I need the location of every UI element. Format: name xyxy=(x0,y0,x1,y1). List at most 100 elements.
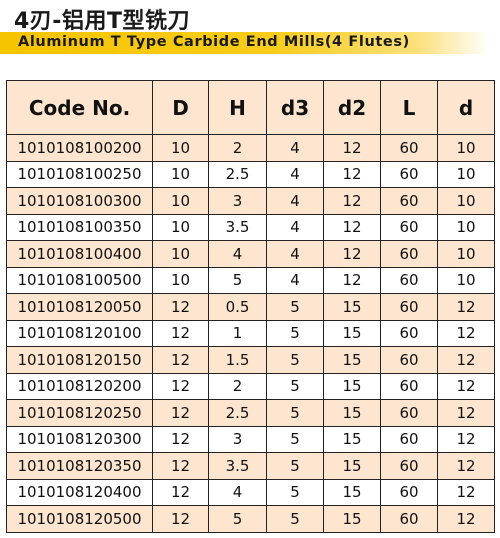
cell-d: 10 xyxy=(437,187,495,215)
cell-code: 1010108120400 xyxy=(6,478,153,506)
cell-d2: 12 xyxy=(323,266,381,294)
cell-d: 12 xyxy=(437,293,495,321)
cell-H: 5 xyxy=(208,266,267,294)
cell-d3: 4 xyxy=(266,240,324,268)
cell-H: 1.5 xyxy=(208,346,267,374)
table-row: 1010108100400 10 4 4 12 60 10 xyxy=(6,240,495,268)
cell-d: 12 xyxy=(437,505,495,533)
cell-L: 60 xyxy=(380,452,438,480)
cell-d3: 5 xyxy=(266,293,324,321)
cell-L: 60 xyxy=(380,478,438,506)
cell-d3: 5 xyxy=(266,346,324,374)
cell-code: 1010108120150 xyxy=(6,346,153,374)
table-row: 1010108100250 10 2.5 4 12 60 10 xyxy=(6,160,495,188)
cell-D: 10 xyxy=(152,266,209,294)
cell-L: 60 xyxy=(380,346,438,374)
title-chinese: 4刃-铝用T型铣刀 xyxy=(14,9,190,34)
cell-d2: 12 xyxy=(323,187,381,215)
cell-d3: 4 xyxy=(266,134,324,162)
cell-d: 10 xyxy=(437,240,495,268)
cell-d2: 15 xyxy=(323,399,381,427)
table-row: 1010108100200 10 2 4 12 60 10 xyxy=(6,134,495,162)
table-row: 1010108120050 12 0.5 5 15 60 12 xyxy=(6,293,495,321)
cell-L: 60 xyxy=(380,372,438,400)
cell-d2: 15 xyxy=(323,505,381,533)
table-row: 1010108120300 12 3 5 15 60 12 xyxy=(6,425,495,453)
cell-H: 4 xyxy=(208,478,267,506)
cell-H: 2 xyxy=(208,134,267,162)
cell-d: 12 xyxy=(437,319,495,347)
cell-D: 12 xyxy=(152,505,209,533)
cell-d2: 15 xyxy=(323,319,381,347)
cell-d3: 4 xyxy=(266,187,324,215)
column-header-d: d xyxy=(437,80,495,135)
cell-H: 4 xyxy=(208,240,267,268)
cell-code: 1010108100250 xyxy=(6,160,153,188)
cell-L: 60 xyxy=(380,293,438,321)
cell-code: 1010108120300 xyxy=(6,425,153,453)
cell-d2: 15 xyxy=(323,346,381,374)
cell-d2: 12 xyxy=(323,160,381,188)
cell-L: 60 xyxy=(380,266,438,294)
table-row: 1010108120250 12 2.5 5 15 60 12 xyxy=(6,399,495,427)
cell-D: 12 xyxy=(152,425,209,453)
title-english: Aluminum T Type Carbide End Mills(4 Flut… xyxy=(18,34,410,50)
cell-H: 3.5 xyxy=(208,452,267,480)
cell-H: 2.5 xyxy=(208,160,267,188)
cell-H: 1 xyxy=(208,319,267,347)
cell-d3: 5 xyxy=(266,505,324,533)
cell-d: 12 xyxy=(437,478,495,506)
table-row: 1010108120200 12 2 5 15 60 12 xyxy=(6,372,495,400)
table-row: 1010108120150 12 1.5 5 15 60 12 xyxy=(6,346,495,374)
cell-L: 60 xyxy=(380,213,438,241)
column-header-code: Code No. xyxy=(6,80,153,135)
page-header: 4刃-铝用T型铣刀 Aluminum T Type Carbide End Mi… xyxy=(0,0,500,60)
cell-d: 10 xyxy=(437,134,495,162)
cell-d: 12 xyxy=(437,372,495,400)
cell-d2: 12 xyxy=(323,134,381,162)
cell-L: 60 xyxy=(380,505,438,533)
cell-code: 1010108120200 xyxy=(6,372,153,400)
column-header-L: L xyxy=(380,80,438,135)
cell-d3: 5 xyxy=(266,478,324,506)
cell-L: 60 xyxy=(380,240,438,268)
cell-D: 10 xyxy=(152,134,209,162)
table-header-row: Code No. D H d3 d2 L d xyxy=(6,80,495,135)
cell-d3: 5 xyxy=(266,425,324,453)
cell-d2: 15 xyxy=(323,293,381,321)
table-row: 1010108100500 10 5 4 12 60 10 xyxy=(6,266,495,294)
cell-H: 3 xyxy=(208,187,267,215)
cell-L: 60 xyxy=(380,425,438,453)
cell-code: 1010108100400 xyxy=(6,240,153,268)
cell-L: 60 xyxy=(380,399,438,427)
cell-D: 12 xyxy=(152,293,209,321)
cell-d3: 5 xyxy=(266,399,324,427)
cell-H: 0.5 xyxy=(208,293,267,321)
cell-d2: 12 xyxy=(323,240,381,268)
cell-d: 12 xyxy=(437,346,495,374)
cell-H: 3 xyxy=(208,425,267,453)
cell-code: 1010108100300 xyxy=(6,187,153,215)
cell-D: 10 xyxy=(152,187,209,215)
cell-d: 10 xyxy=(437,266,495,294)
cell-D: 12 xyxy=(152,452,209,480)
cell-D: 12 xyxy=(152,346,209,374)
cell-code: 1010108100350 xyxy=(6,213,153,241)
cell-H: 2.5 xyxy=(208,399,267,427)
table-row: 1010108120500 12 5 5 15 60 12 xyxy=(6,505,495,533)
spec-table: Code No. D H d3 d2 L d 1010108100200 10 2 4… xyxy=(6,80,495,533)
cell-L: 60 xyxy=(380,187,438,215)
cell-code: 1010108120350 xyxy=(6,452,153,480)
cell-L: 60 xyxy=(380,160,438,188)
table-row: 1010108120400 12 4 5 15 60 12 xyxy=(6,478,495,506)
cell-code: 1010108120050 xyxy=(6,293,153,321)
cell-code: 1010108120500 xyxy=(6,505,153,533)
table-row: 1010108120350 12 3.5 5 15 60 12 xyxy=(6,452,495,480)
cell-D: 12 xyxy=(152,478,209,506)
table-row: 1010108120100 12 1 5 15 60 12 xyxy=(6,319,495,347)
cell-d: 10 xyxy=(437,213,495,241)
cell-code: 1010108100500 xyxy=(6,266,153,294)
cell-code: 1010108120250 xyxy=(6,399,153,427)
cell-D: 12 xyxy=(152,399,209,427)
cell-code: 1010108100200 xyxy=(6,134,153,162)
